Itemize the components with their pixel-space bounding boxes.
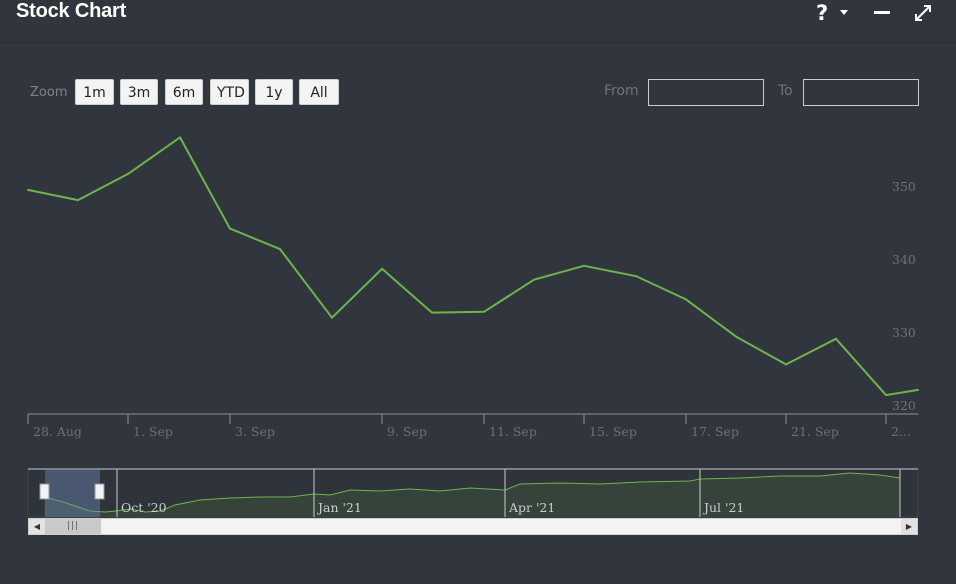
data-point[interactable] — [331, 316, 333, 319]
y-tick-label: 350 — [892, 179, 916, 194]
zoom-1y-button[interactable]: 1y — [255, 79, 293, 105]
navigator-right-handle[interactable] — [94, 483, 105, 500]
data-point[interactable] — [735, 335, 737, 338]
scroll-left-arrow-icon[interactable]: ◀ — [29, 519, 45, 534]
x-tick-label: 15. Sep — [589, 424, 637, 439]
navigator-label-jul: Jul '21 — [702, 500, 744, 515]
navigator-series-area — [44, 473, 900, 517]
data-point[interactable] — [431, 311, 433, 314]
data-point[interactable] — [179, 136, 181, 139]
x-tick-label: 1. Sep — [133, 424, 173, 439]
navigator-scrollbar[interactable]: ◀ ||| ▶ — [28, 518, 918, 535]
y-tick-label: 330 — [892, 325, 916, 340]
x-tick-label: 17. Sep — [691, 424, 739, 439]
scroll-right-arrow-icon[interactable]: ▶ — [901, 519, 917, 534]
navigator-label-oct: Oct '20 — [121, 500, 167, 515]
x-tick-label: 3. Sep — [235, 424, 275, 439]
data-point[interactable] — [279, 248, 281, 251]
y-tick-label: 320 — [892, 398, 916, 413]
caret-down-icon[interactable] — [839, 9, 849, 17]
from-label: From — [604, 83, 639, 99]
navigator-label-jan: Jan '21 — [316, 500, 362, 515]
to-date-input[interactable] — [803, 79, 919, 106]
zoom-3m-button[interactable]: 3m — [120, 79, 158, 105]
navigator-selection[interactable] — [45, 470, 100, 517]
expand-icon[interactable] — [912, 2, 934, 24]
data-point[interactable] — [685, 298, 687, 301]
x-tick-label: 21. Sep — [791, 424, 839, 439]
zoom-6m-button[interactable]: 6m — [165, 79, 203, 105]
zoom-label: Zoom — [30, 85, 68, 100]
navigator-series-line — [43, 472, 901, 513]
data-point[interactable] — [885, 394, 887, 397]
data-point[interactable] — [127, 172, 129, 175]
help-icon[interactable]: ? — [816, 1, 829, 25]
zoom-all-button[interactable]: All — [299, 79, 339, 105]
data-point[interactable] — [381, 267, 383, 270]
data-point[interactable] — [77, 199, 79, 202]
price-series-line — [27, 136, 919, 397]
zoom-1m-button[interactable]: 1m — [75, 79, 114, 105]
to-label: To — [778, 83, 793, 99]
minimize-icon[interactable] — [874, 11, 890, 14]
x-tick-label: 11. Sep — [489, 424, 537, 439]
x-tick-label: 9. Sep — [387, 424, 427, 439]
window-titlebar: Stock Chart ? — [0, 0, 956, 43]
window-title: Stock Chart — [16, 0, 127, 22]
data-point[interactable] — [483, 310, 485, 313]
y-tick-label: 340 — [892, 252, 916, 267]
data-point[interactable] — [533, 278, 535, 281]
data-point[interactable] — [229, 227, 231, 230]
zoom-ytd-button[interactable]: YTD — [210, 79, 249, 105]
data-point[interactable] — [835, 337, 837, 340]
from-date-input[interactable] — [648, 79, 764, 106]
data-point[interactable] — [917, 388, 919, 391]
data-point[interactable] — [583, 264, 585, 267]
navigator-label-apr: Apr '21 — [508, 500, 555, 515]
data-point[interactable] — [635, 275, 637, 278]
x-tick-label: 2... — [891, 424, 911, 439]
data-point[interactable] — [785, 363, 787, 366]
scrollbar-thumb[interactable]: ||| — [45, 519, 101, 534]
data-point[interactable] — [27, 188, 29, 191]
navigator-left-handle[interactable] — [39, 483, 50, 500]
x-tick-label: 28. Aug — [33, 424, 82, 439]
